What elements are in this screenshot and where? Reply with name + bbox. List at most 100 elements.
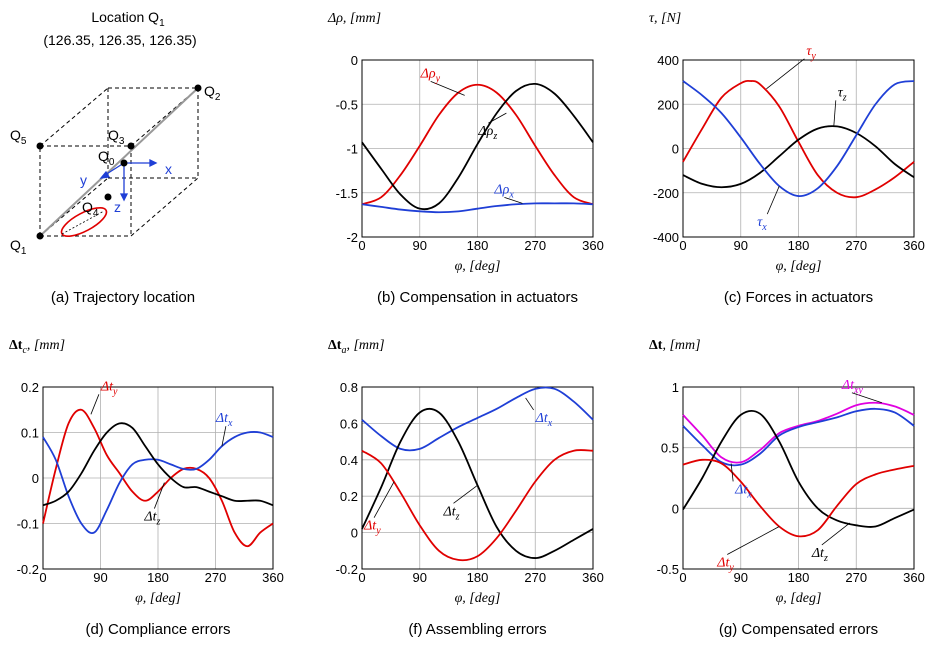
series-line-1 <box>682 125 915 189</box>
plot-frame <box>682 386 915 570</box>
chart-caption: (d) Compliance errors <box>85 621 230 638</box>
chart-caption: (b) Compensation in actuators <box>377 289 578 306</box>
x-tick-label: 180 <box>788 238 810 253</box>
label-q5: Q5 <box>10 127 27 147</box>
series-line-0 <box>42 408 274 548</box>
x-tick-label: 360 <box>582 570 604 585</box>
y-tick-label: -1.5 <box>336 186 358 201</box>
y-tick-label: -0.5 <box>657 562 679 577</box>
series-label: Δρx <box>493 182 514 200</box>
chart-caption: (c) Forces in actuators <box>724 289 873 306</box>
panel-a-title: Location Q1 <box>91 9 165 29</box>
series-label: Δty <box>100 379 118 397</box>
series-label: Δρy <box>420 66 441 84</box>
x-axis-label: φ, [deg] <box>455 259 501 274</box>
annotation-leader <box>488 112 507 124</box>
annotation-leader <box>453 484 478 504</box>
y-tick-label: 0.5 <box>661 441 679 456</box>
y-tick-label: 0.8 <box>340 380 358 395</box>
y-tick-label: -2 <box>346 230 358 245</box>
point-q1 <box>36 232 44 240</box>
y-tick-label: -0.1 <box>17 517 39 532</box>
x-tick-label: 270 <box>845 570 867 585</box>
x-tick-label: 90 <box>734 238 748 253</box>
annotation-leader <box>90 394 100 415</box>
series-label: Δtz <box>811 546 828 564</box>
x-tick-label: 90 <box>734 570 748 585</box>
y-axis-label: τ, [N] <box>649 11 681 26</box>
series-line-2 <box>42 422 274 507</box>
annotation-leader <box>373 481 395 518</box>
y-tick-label: -1 <box>346 142 358 157</box>
annotation-leader <box>727 526 780 555</box>
cube-points <box>36 84 202 240</box>
annotation-leader <box>833 100 837 127</box>
point-q5 <box>36 142 44 150</box>
annotation-leader <box>766 185 780 215</box>
y-tick-label: 0 <box>32 471 39 486</box>
series-line-0 <box>361 83 594 206</box>
series-line-0 <box>682 401 915 464</box>
z-arrow-head <box>119 193 129 202</box>
chart-d: 0 90 180 270 360 -0.2 -0.1 0 0.1 0.2 Δtc, [mm] φ, [… <box>9 338 284 638</box>
series-label: τz <box>838 85 847 103</box>
series-line-1 <box>361 82 594 211</box>
chart-c: 0 90 180 270 360 -400 -200 0 200 400 τ, [N] φ, [deg… <box>649 11 925 306</box>
series-label: Δtx <box>734 482 752 500</box>
x-tick-label: 270 <box>845 238 867 253</box>
y-tick-label: 0 <box>351 53 358 68</box>
annotation-leader <box>730 463 734 482</box>
series-label: τy <box>806 44 816 62</box>
y-tick-label: -0.2 <box>17 562 39 577</box>
x-axis-label: φ, [deg] <box>455 591 501 606</box>
label-q2: Q2 <box>204 83 221 103</box>
series-label: Δty <box>363 519 381 537</box>
x-axis-label: φ, [deg] <box>135 591 181 606</box>
annotation-leader <box>525 397 534 411</box>
x-arrow-head <box>149 158 158 168</box>
panel-a-subtitle: (126.35, 126.35, 126.35) <box>43 32 196 48</box>
label-q0: Q0 <box>98 148 115 168</box>
series-line-0 <box>361 386 594 452</box>
grid <box>361 59 594 238</box>
annotation-leader <box>821 522 851 546</box>
grid <box>682 386 915 570</box>
series-label: Δty <box>716 556 734 574</box>
plot-frame <box>361 386 594 570</box>
series-line-2 <box>361 449 594 562</box>
point-q0 <box>120 159 128 167</box>
series-label: Δtx <box>215 411 233 429</box>
point-q3 <box>127 142 135 150</box>
series-line-1 <box>682 407 915 467</box>
x-tick-label: 90 <box>413 238 427 253</box>
cube-edge <box>130 177 199 237</box>
chart-panels: 0 90 180 270 360 -2 -1.5 -1 -0.5 0 Δρ, [mm] φ, [deg… <box>9 11 925 638</box>
y-tick-label: 1 <box>672 380 679 395</box>
grid <box>361 386 594 570</box>
annotation-leader <box>504 196 523 204</box>
annotation-leader <box>766 58 805 90</box>
x-tick-label: 90 <box>93 570 107 585</box>
x-tick-label: 0 <box>358 570 365 585</box>
series-line-2 <box>361 202 594 214</box>
chart-caption: (g) Compensated errors <box>719 621 878 638</box>
plot-frame <box>42 386 274 570</box>
z-axis-label: z <box>114 199 121 215</box>
point-q4 <box>104 193 112 201</box>
x-tick-label: 180 <box>467 570 489 585</box>
plot-frame <box>361 59 594 238</box>
series-label: Δtz <box>143 510 160 528</box>
x-axis-label: x <box>165 161 172 177</box>
chart-b: 0 90 180 270 360 -2 -1.5 -1 -0.5 0 Δρ, [mm] φ, [deg… <box>327 11 604 306</box>
series-line-1 <box>42 431 274 535</box>
label-q1: Q1 <box>10 237 27 257</box>
series-line-2 <box>682 80 915 197</box>
cube-diagonal <box>39 87 199 237</box>
x-axis-label: φ, [deg] <box>776 259 822 274</box>
chart-caption: (f) Assembling errors <box>408 621 546 638</box>
series-label: Δρz <box>477 124 497 142</box>
y-tick-label: 0.4 <box>340 453 358 468</box>
y-axis-label: Δρ, [mm] <box>327 11 381 26</box>
